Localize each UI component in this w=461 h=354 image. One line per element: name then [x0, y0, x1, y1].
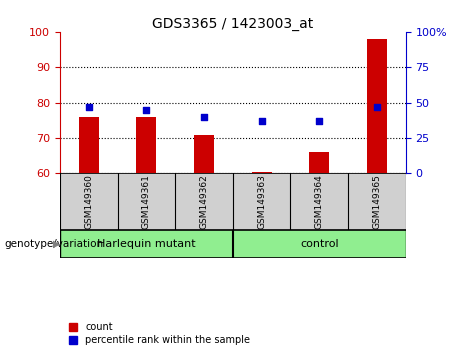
- Point: [142, 107, 150, 113]
- Text: ▶: ▶: [53, 239, 60, 249]
- Point: [258, 118, 266, 124]
- Text: GSM149362: GSM149362: [200, 175, 208, 229]
- Bar: [252, 172, 272, 173]
- Text: GSM149365: GSM149365: [372, 174, 381, 229]
- Title: GDS3365 / 1423003_at: GDS3365 / 1423003_at: [152, 17, 313, 31]
- Bar: [367, 39, 387, 173]
- Text: GSM149361: GSM149361: [142, 174, 151, 229]
- Bar: [79, 117, 99, 173]
- Bar: [309, 152, 329, 173]
- Text: control: control: [300, 239, 338, 249]
- Text: GSM149363: GSM149363: [257, 174, 266, 229]
- Text: GSM149364: GSM149364: [315, 175, 324, 229]
- Text: GSM149360: GSM149360: [84, 174, 93, 229]
- Point: [85, 104, 92, 110]
- Text: Harlequin mutant: Harlequin mutant: [97, 239, 195, 249]
- Bar: [194, 135, 214, 173]
- Text: genotype/variation: genotype/variation: [5, 239, 104, 249]
- Bar: [136, 117, 156, 173]
- Point: [373, 104, 381, 110]
- Legend: count, percentile rank within the sample: count, percentile rank within the sample: [65, 319, 254, 349]
- Point: [200, 114, 207, 120]
- Point: [315, 118, 323, 124]
